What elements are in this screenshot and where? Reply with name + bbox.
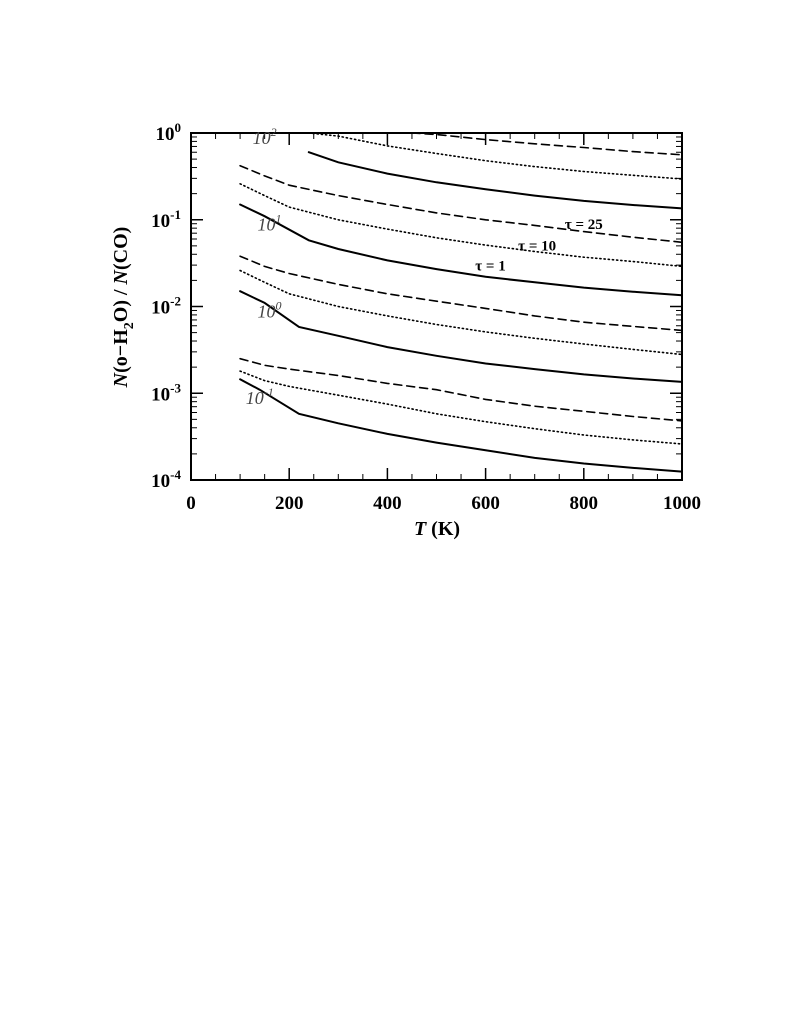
x-tick-label: 0 [186, 493, 196, 514]
series-line-dashed [239, 255, 683, 332]
x-tick-label: 800 [570, 493, 599, 514]
series-line-dashed [239, 164, 683, 244]
contour-label: 100 [258, 298, 282, 321]
tau-label: τ = 1 [475, 259, 505, 275]
series-line-solid [239, 378, 683, 473]
plot-lines [239, 132, 683, 473]
x-axis-title: T (K) [414, 518, 460, 540]
series-line-dotted [239, 269, 683, 356]
axis-ticks [190, 132, 683, 481]
x-tick-label: 200 [275, 493, 304, 514]
annotations: 102 101 100 10-1 τ = 25 τ = 10 τ = 1 [246, 125, 603, 408]
contour-label: 101 [258, 212, 282, 235]
series-line-solid [307, 151, 683, 210]
tau-label: τ = 25 [565, 217, 603, 233]
x-tick-label: 400 [373, 493, 402, 514]
series-line-dotted [239, 183, 683, 268]
series-line-dotted [239, 370, 683, 445]
tick-labels: 0 200 400 600 800 1000 100 10-1 10-2 10-3 10-4 [151, 120, 701, 514]
y-axis-title: N(o−H2O) / N(CO) [110, 227, 137, 389]
contour-label: 10-1 [246, 385, 274, 408]
y-tick-label: 10-3 [151, 380, 181, 405]
x-tick-label: 600 [471, 493, 500, 514]
y-tick-label: 10-4 [151, 467, 181, 492]
tau-label: τ = 10 [518, 239, 556, 255]
series-line-dashed [411, 132, 683, 156]
series-line-dotted [308, 132, 683, 180]
y-tick-label: 10-1 [151, 207, 181, 232]
x-tick-label: 1000 [663, 493, 701, 514]
y-tick-label: 100 [156, 120, 182, 145]
contour-label: 102 [253, 125, 277, 148]
series-line-solid [239, 203, 683, 297]
series-line-solid [239, 290, 683, 383]
y-tick-label: 10-2 [151, 294, 181, 319]
series-line-dashed [239, 357, 683, 422]
